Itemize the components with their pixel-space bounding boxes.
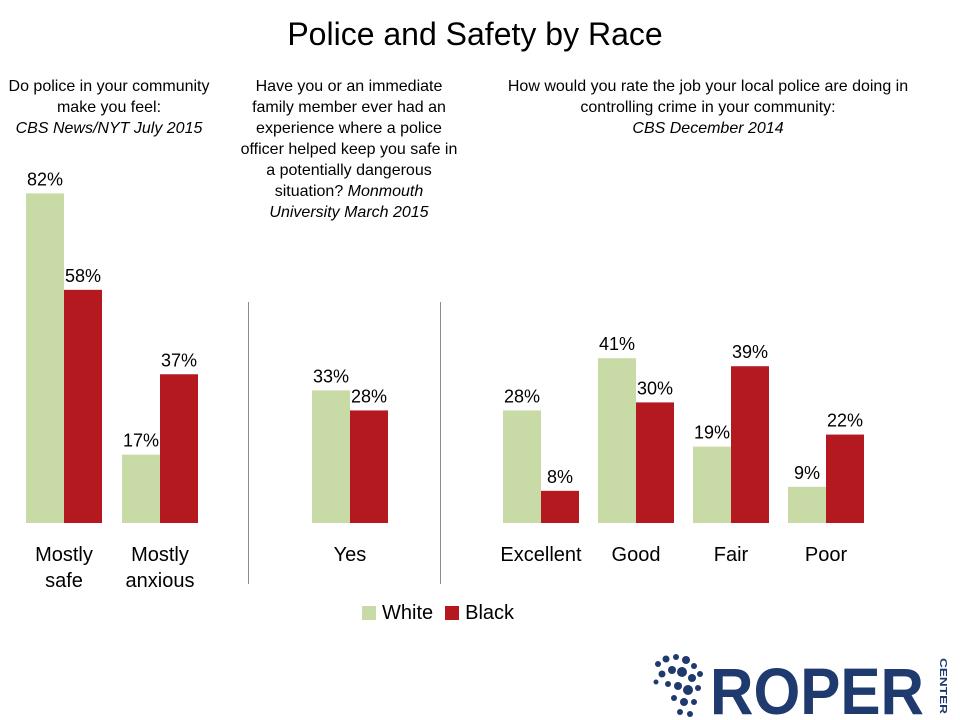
data-label-white-2-1: 41%: [599, 334, 635, 354]
legend-swatch-black: [445, 606, 460, 620]
legend-label-black: Black: [465, 601, 515, 624]
category-label-1-0-0: Yes: [334, 544, 367, 566]
data-label-black-2-3: 22%: [827, 411, 863, 431]
data-label-black-1-0: 28%: [351, 386, 387, 406]
legend-swatch-white: [362, 606, 376, 620]
category-label-2-0-0: Excellent: [500, 544, 582, 566]
data-label-black-0-1: 37%: [161, 350, 197, 370]
bar-white-2-0: [503, 410, 541, 523]
bar-black-2-2: [731, 366, 769, 523]
legend-item-black: Black: [445, 602, 514, 625]
roper-center-logo: ROPER CENTER: [653, 654, 948, 720]
data-label-white-2-2: 19%: [694, 423, 730, 443]
category-label-2-1-0: Good: [612, 544, 661, 566]
data-label-white-0-0: 82%: [27, 169, 63, 189]
bar-white-2-3: [788, 486, 826, 523]
legend-item-white: White: [362, 602, 433, 625]
legend-label-white: White: [382, 601, 434, 624]
data-label-white-1-0: 33%: [313, 366, 349, 386]
bar-black-2-3: [826, 434, 864, 523]
category-label-0-0-1: safe: [45, 570, 83, 592]
question-3-source: CBS December 2014: [632, 120, 784, 137]
bar-black-1-0: [350, 410, 388, 523]
question-3: How would you rate the job your local po…: [470, 76, 946, 139]
question-1-text: Do police in your community make you fee…: [8, 78, 210, 116]
category-label-0-1-0: Mostly: [131, 544, 189, 566]
panel-divider-2: [440, 302, 441, 584]
question-3-text: How would you rate the job your local po…: [507, 78, 909, 116]
data-label-black-0-0: 58%: [65, 266, 101, 286]
question-1: Do police in your community make you fee…: [6, 76, 212, 139]
bar-white-0-0: [26, 193, 64, 524]
question-2: Have you or an immediate family member e…: [238, 76, 460, 223]
logo-subtext: CENTER: [937, 658, 948, 715]
category-label-0-1-1: anxious: [126, 570, 195, 592]
data-label-black-2-2: 39%: [732, 342, 768, 362]
bar-black-0-0: [64, 289, 102, 523]
data-label-black-2-0: 8%: [547, 467, 573, 487]
bar-chart: 82%58%Mostlysafe17%37%Mostlyanxious33%28…: [26, 169, 864, 592]
bar-white-0-1: [122, 454, 160, 523]
bar-black-0-1: [160, 374, 198, 523]
bar-white-2-2: [693, 446, 731, 523]
logo-wordmark: ROPER: [710, 654, 924, 720]
logo-dots-icon: [653, 654, 703, 717]
bar-black-2-0: [541, 490, 579, 523]
bar-white-1-0: [312, 390, 350, 523]
data-label-white-0-1: 17%: [123, 431, 159, 451]
question-1-source: CBS News/NYT July 2015: [15, 120, 203, 137]
data-label-white-2-3: 9%: [794, 463, 820, 483]
data-label-white-2-0: 28%: [504, 386, 540, 406]
category-label-0-0-0: Mostly: [35, 544, 93, 566]
bar-black-2-1: [636, 402, 674, 523]
category-label-2-2-0: Fair: [714, 544, 749, 566]
question-2-source: Monmouth University March 2015: [269, 183, 429, 221]
category-label-2-3-0: Poor: [805, 544, 848, 566]
chart-title: Police and Safety by Race: [287, 16, 663, 52]
bar-white-2-1: [598, 358, 636, 523]
question-2-text: Have you or an immediate family member e…: [240, 78, 458, 200]
panel-divider-1: [248, 302, 249, 584]
data-label-black-2-1: 30%: [637, 378, 673, 398]
legend: White Black: [362, 600, 526, 626]
